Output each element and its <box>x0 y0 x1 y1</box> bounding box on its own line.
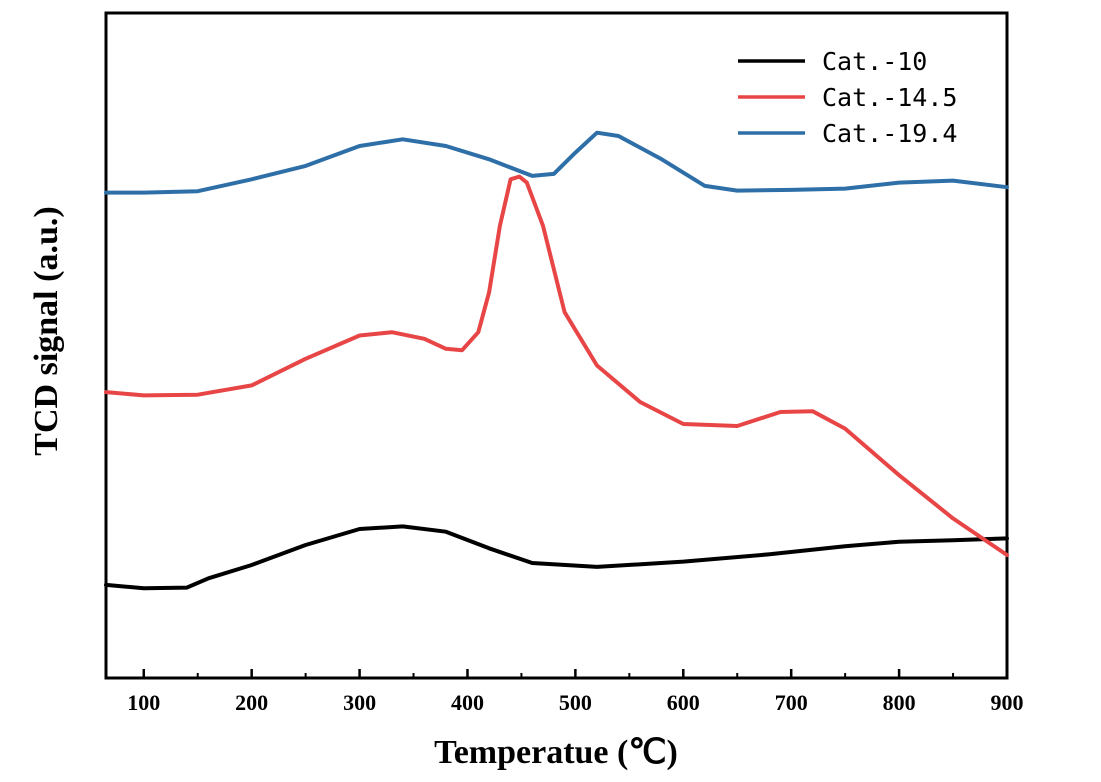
series-lines <box>104 130 1009 591</box>
legend-label: Cat.-19.4 <box>822 119 957 148</box>
legend-label: Cat.-10 <box>822 47 927 76</box>
x-tick-label: 800 <box>883 690 916 715</box>
series-line-2 <box>104 130 1009 195</box>
series-line-0 <box>104 524 1009 591</box>
x-tick-label: 100 <box>127 690 160 715</box>
x-axis-title: Temperatue (℃) <box>434 734 678 771</box>
x-tick-label: 500 <box>559 690 592 715</box>
legend-label: Cat.-14.5 <box>822 83 957 112</box>
legend: Cat.-10 Cat.-14.5 Cat.-19.4 <box>738 47 957 148</box>
x-tick-label: 600 <box>667 690 700 715</box>
y-axis-title: TCD signal (a.u.) <box>28 206 65 455</box>
x-axis-ticks: 100 200 300 400 500 600 700 800 900 <box>127 669 1024 715</box>
x-tick-label: 200 <box>235 690 268 715</box>
x-tick-label: 400 <box>451 690 484 715</box>
x-tick-label: 700 <box>775 690 808 715</box>
plot-area-frame <box>104 11 1009 680</box>
x-tick-label: 900 <box>991 690 1024 715</box>
series-line-1 <box>104 174 1009 557</box>
x-tick-label: 300 <box>343 690 376 715</box>
